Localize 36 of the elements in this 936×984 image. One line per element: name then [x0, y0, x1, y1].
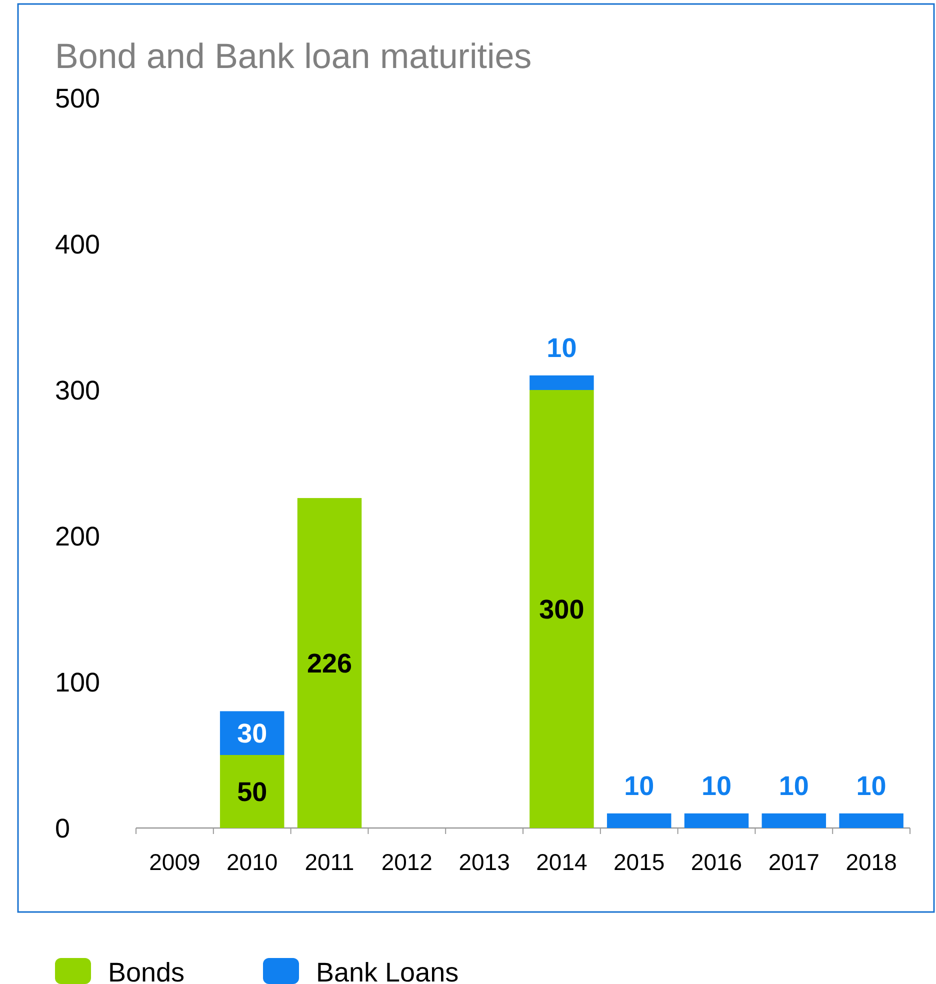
bar — [220, 755, 284, 828]
x-tick-label: 2016 — [690, 849, 742, 875]
data-label: 10 — [546, 332, 577, 363]
data-label: 30 — [237, 718, 268, 749]
bar — [530, 375, 594, 390]
x-tick-label: 2018 — [846, 849, 897, 875]
y-tick-label: 400 — [55, 229, 100, 260]
y-tick-label: 0 — [55, 813, 70, 844]
bar — [684, 813, 749, 828]
y-tick-label: 200 — [55, 521, 100, 552]
bar — [297, 498, 362, 828]
x-tick-label: 2015 — [614, 849, 665, 875]
bar — [762, 813, 826, 828]
bar — [530, 390, 594, 828]
data-label: 10 — [778, 770, 809, 801]
data-label: 226 — [306, 648, 352, 678]
legend-label: Bonds — [108, 957, 185, 984]
data-label: 10 — [624, 770, 654, 801]
data-label: 10 — [856, 770, 886, 801]
y-tick-label: 300 — [55, 375, 100, 406]
x-tick-label: 2010 — [226, 849, 278, 875]
bar — [606, 813, 672, 828]
x-tick-label: 2011 — [304, 849, 354, 875]
legend-label: Bank Loans — [316, 957, 459, 984]
bar — [839, 813, 904, 828]
data-label: 50 — [237, 776, 268, 807]
y-tick-label: 100 — [55, 667, 100, 698]
x-tick-label: 2009 — [149, 849, 200, 875]
data-label: 10 — [701, 770, 732, 801]
chart-title: Bond and Bank loan maturities — [55, 37, 532, 76]
y-tick-label: 500 — [55, 83, 100, 114]
x-tick-label: 2012 — [381, 849, 432, 875]
x-tick-label: 2013 — [458, 849, 510, 875]
data-label: 300 — [539, 594, 584, 624]
x-tick-label: 2017 — [768, 849, 820, 875]
x-tick-label: 2014 — [536, 849, 588, 875]
